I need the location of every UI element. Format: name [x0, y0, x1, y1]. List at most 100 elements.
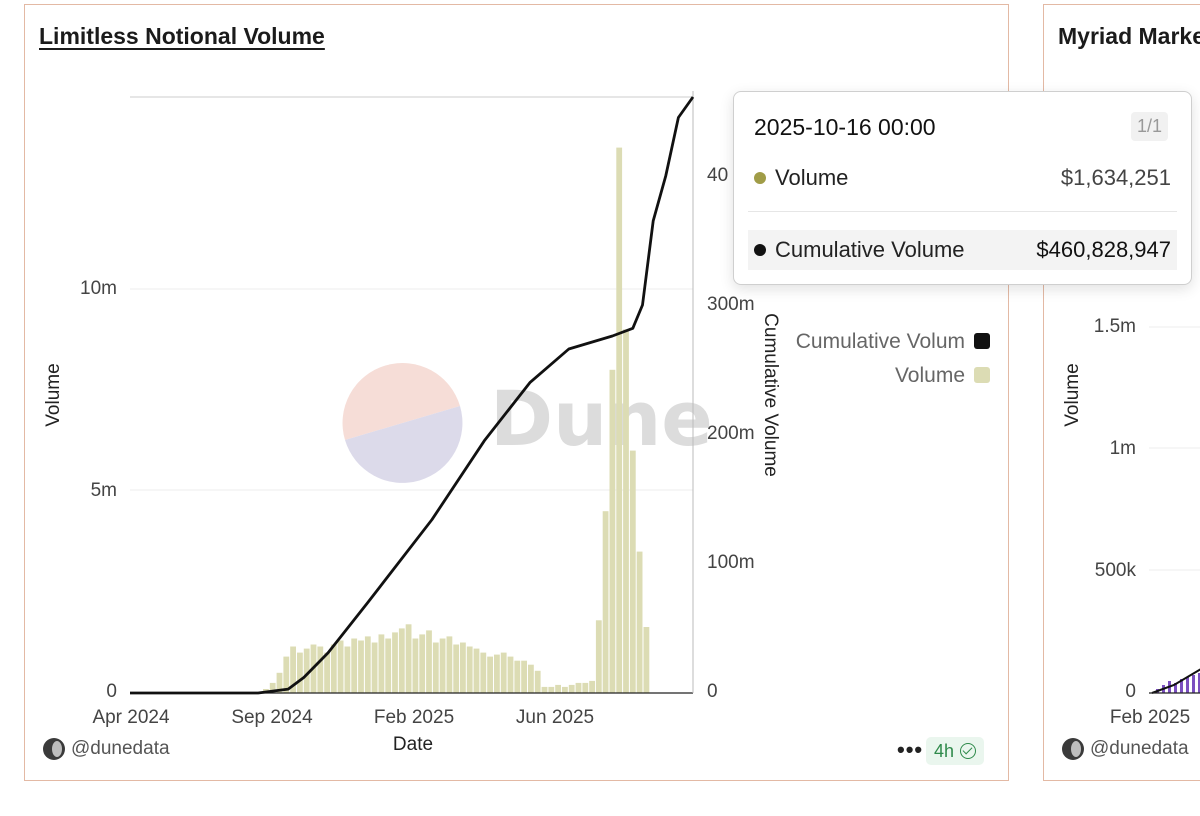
limitless-chart: Dune 0 5m 10m 0 100m 200m 300m 40 Apr 20…: [43, 91, 990, 755]
x-tick-label: Jun 2025: [516, 707, 594, 728]
tooltip-pagination[interactable]: 1/1: [1130, 112, 1168, 141]
y-tick-label: 0: [106, 681, 117, 702]
volume-bar: [269, 682, 276, 693]
tooltip-value: $1,634,251: [1060, 165, 1171, 190]
author-handle: @dunedata: [71, 738, 170, 759]
y-axis-title: Volume: [43, 363, 64, 426]
x-tick-label: Apr 2024: [92, 707, 170, 728]
volume-bar: [494, 654, 500, 693]
x-tick-label: Feb 2025: [374, 707, 454, 728]
volume-bar: [378, 634, 385, 693]
volume-bar: [364, 636, 371, 693]
volume-bar: [528, 664, 534, 693]
bar: [1198, 673, 1200, 693]
volume-bar: [602, 511, 609, 693]
dune-watermark: Dune: [342, 363, 713, 483]
y-tick-label: 500k: [1095, 560, 1137, 581]
volume-bar: [507, 656, 514, 693]
volume-bar: [371, 642, 378, 693]
tooltip-label: Volume: [775, 165, 849, 190]
volume-bar: [487, 656, 493, 693]
y2-tick-label: 300m: [707, 294, 755, 315]
y-axis-title: Volume: [1062, 363, 1083, 426]
volume-bar: [589, 680, 595, 693]
volume-bar: [419, 634, 426, 693]
volume-bar: [337, 640, 344, 693]
legend[interactable]: Cumulative Volum Volume: [796, 330, 990, 387]
volume-bar: [432, 642, 439, 693]
bar: [1180, 679, 1183, 693]
cumulative-volume-line: [130, 96, 695, 695]
volume-bar: [480, 652, 487, 693]
volume-bar: [521, 660, 527, 693]
tooltip-dot-cumulative: [754, 244, 766, 256]
volume-bar: [466, 646, 473, 693]
volume-bar: [358, 640, 364, 693]
volume-bar: [514, 660, 521, 693]
legend-swatch-cumulative: [974, 333, 990, 349]
x-tick-label: Sep 2024: [231, 707, 313, 728]
volume-bar: [582, 682, 589, 693]
volume-bar: [616, 147, 623, 694]
tooltip-divider: [748, 211, 1177, 212]
volume-bar: [392, 632, 398, 693]
y-tick-label: 1.5m: [1094, 316, 1136, 337]
volume-bar: [453, 644, 460, 693]
y-tick-label: 1m: [1110, 438, 1136, 459]
legend-swatch-volume: [974, 367, 990, 383]
volume-bar: [609, 369, 616, 693]
chart-title-myriad[interactable]: Myriad Marke: [1058, 23, 1200, 49]
y2-tick-label: 40: [707, 165, 728, 186]
volume-bar: [412, 638, 419, 693]
dune-logo-icon: [342, 363, 460, 440]
volume-bar: [344, 646, 351, 693]
myriad-line: [1151, 668, 1200, 694]
volume-bar: [568, 684, 575, 693]
volume-bar: [636, 551, 643, 693]
volume-bar: [330, 644, 337, 693]
volume-bar: [276, 672, 283, 693]
volume-bar: [405, 624, 412, 693]
footer-author[interactable]: @dunedata: [1062, 738, 1189, 760]
y2-axis-title: Cumulative Volume: [760, 313, 781, 477]
volume-bar: [283, 656, 290, 693]
volume-bar: [643, 627, 650, 693]
volume-bar: [500, 652, 507, 693]
tooltip-date: 2025-10-16 00:00: [754, 114, 936, 140]
bar: [1192, 675, 1195, 693]
footer-author[interactable]: @dunedata: [43, 738, 170, 760]
volume-bar: [351, 638, 358, 693]
legend-label-cumulative: Cumulative Volum: [796, 330, 965, 353]
y2-tick-label: 200m: [707, 423, 755, 444]
refresh-status-badge[interactable]: 4h: [926, 737, 985, 765]
volume-bar: [290, 646, 296, 693]
volume-bar: [317, 646, 324, 693]
volume-bar: [534, 670, 541, 693]
legend-label-volume: Volume: [895, 364, 965, 387]
volume-bar: [629, 450, 636, 693]
watermark-text: Dune: [490, 374, 713, 463]
avatar: [1062, 738, 1084, 760]
check-circle-icon: [960, 743, 977, 759]
refresh-age: 4h: [934, 740, 955, 761]
volume-bar: [555, 684, 561, 693]
more-options-icon[interactable]: •••: [897, 737, 924, 762]
myriad-chart: 1.5m 1m 500k 0 Volume Feb 2025: [1062, 316, 1200, 728]
chart-title[interactable]: Limitless Notional Volume: [39, 23, 325, 49]
volume-bar: [439, 638, 446, 693]
y2-tick-label: 0: [707, 681, 718, 702]
x-axis-title: Date: [393, 734, 433, 755]
volume-bar: [548, 686, 555, 693]
y2-tick-label: 100m: [707, 552, 755, 573]
chart-tooltip: 2025-10-16 00:00 1/1 Volume $1,634,251 C…: [733, 91, 1192, 285]
tooltip-row-cumulative: Cumulative Volume $460,828,947: [748, 230, 1177, 270]
volume-bar: [324, 652, 330, 693]
tooltip-label: Cumulative Volume: [775, 237, 965, 262]
volume-bar: [473, 648, 480, 693]
tooltip-dot-volume: [754, 172, 766, 184]
bar: [1186, 677, 1189, 693]
volume-bar: [297, 652, 303, 693]
bar: [1174, 683, 1177, 693]
y-tick-label: 5m: [91, 480, 117, 501]
tooltip-row-volume: Volume $1,634,251: [748, 162, 1177, 194]
